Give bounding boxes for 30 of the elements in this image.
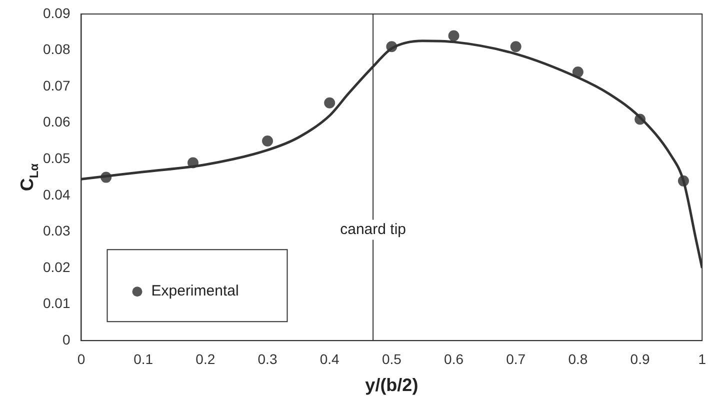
x-tick-label: 0.3 [258, 350, 278, 367]
y-tick-label: 0.07 [43, 77, 70, 94]
legend-label: Experimental [151, 282, 239, 300]
y-tick-label: 0.04 [43, 186, 70, 202]
x-tick-label: 0.9 [630, 350, 650, 367]
y-tick-label: 0.09 [43, 4, 70, 21]
y-tick-label: 0 [62, 331, 70, 348]
y-tick-label: 0.01 [43, 295, 70, 312]
x-tick-label: 0.2 [196, 350, 216, 367]
ref-line-label: canard tip [340, 220, 406, 238]
x-tick-label: 0.7 [506, 350, 526, 367]
y-tick-label: 0.05 [43, 150, 70, 166]
x-axis-title: y/(b/2) [365, 375, 418, 396]
point [448, 30, 460, 42]
y-tick-label: 0.02 [43, 258, 70, 275]
x-tick-label: 0.5 [382, 350, 402, 367]
point [324, 97, 336, 108]
point [572, 66, 584, 78]
x-tick-label: 0.8 [568, 350, 588, 367]
x-tick-label: 0.1 [134, 350, 154, 367]
y-tick-label: 0.06 [43, 114, 70, 130]
x-tick-label: 0 [77, 350, 86, 367]
y-tick-label: 0.08 [43, 41, 70, 58]
x-tick-label: 0.6 [444, 350, 464, 367]
y-axis-title: CLα [17, 162, 41, 192]
point [510, 41, 522, 52]
point [262, 136, 274, 147]
x-tick-label: 1 [698, 350, 706, 367]
x-tick-label: 0.4 [320, 350, 340, 367]
y-tick-label: 0.03 [43, 222, 70, 239]
